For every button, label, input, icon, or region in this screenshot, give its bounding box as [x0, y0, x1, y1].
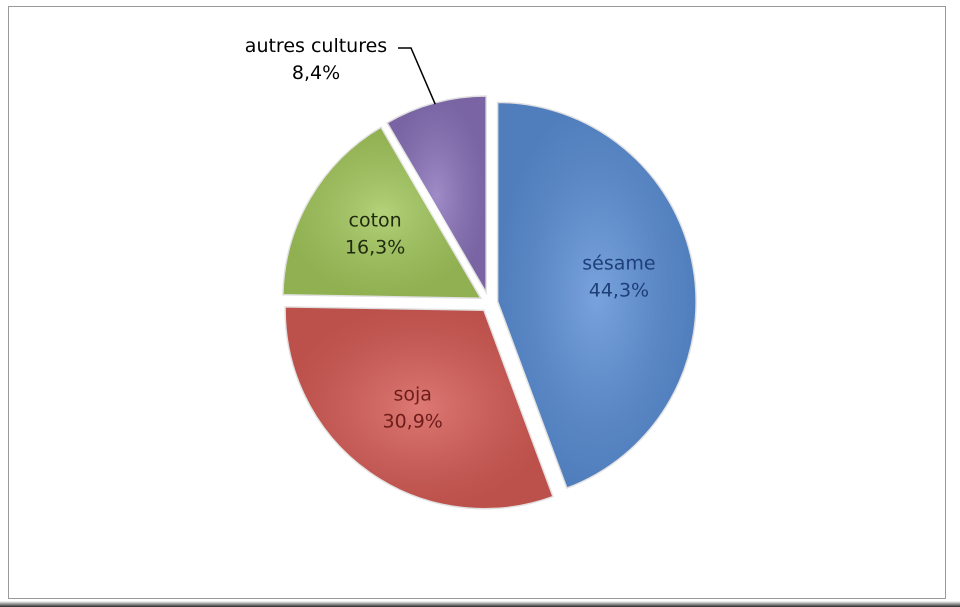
pie-slice-shade-sesame	[496, 101, 697, 490]
slice-value-coton: 16,3%	[345, 236, 405, 258]
leader-line-autres-cultures	[398, 47, 436, 105]
pie-slice-shade-soja	[284, 306, 554, 510]
slice-value-soja: 30,9%	[383, 411, 443, 433]
slice-label-sesame: sésame	[582, 253, 655, 275]
pie-slice-shade-autres-cultures	[386, 95, 487, 296]
frame-bottom-edge	[0, 601, 960, 607]
slice-label-soja: soja	[393, 384, 431, 406]
slice-value-autres-cultures: 8,4%	[292, 62, 340, 84]
slice-label-coton: coton	[349, 209, 402, 231]
slice-label-autres-cultures: autres cultures	[245, 35, 387, 57]
pie-slice-shade-coton	[282, 126, 483, 299]
slice-value-sesame: 44,3%	[589, 280, 649, 302]
